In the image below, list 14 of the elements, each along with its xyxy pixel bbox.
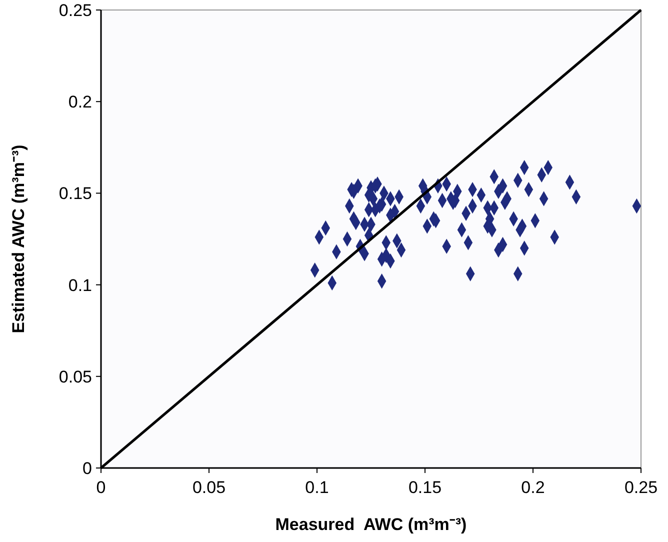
- y-tick-label: 0.05: [58, 367, 92, 386]
- x-tick-label: 0.1: [305, 478, 329, 497]
- y-axis-title: Estimated AWC (m³m⁻³): [9, 144, 28, 334]
- x-tick-label: 0.2: [521, 478, 545, 497]
- y-tick-label: 0.2: [68, 92, 92, 112]
- y-tick-label: 0.1: [68, 276, 92, 295]
- x-tick-label: 0.15: [408, 478, 442, 497]
- y-tick-label: 0: [82, 459, 92, 478]
- y-tick-label: 0.15: [58, 184, 92, 204]
- x-tick-label: 0: [96, 478, 106, 497]
- x-tick-label: 0.25: [624, 478, 658, 497]
- y-tick-label: 0.25: [58, 1, 92, 20]
- x-tick-label: 0.05: [192, 478, 226, 497]
- x-axis-title: Measured AWC (m³m⁻³): [275, 515, 467, 534]
